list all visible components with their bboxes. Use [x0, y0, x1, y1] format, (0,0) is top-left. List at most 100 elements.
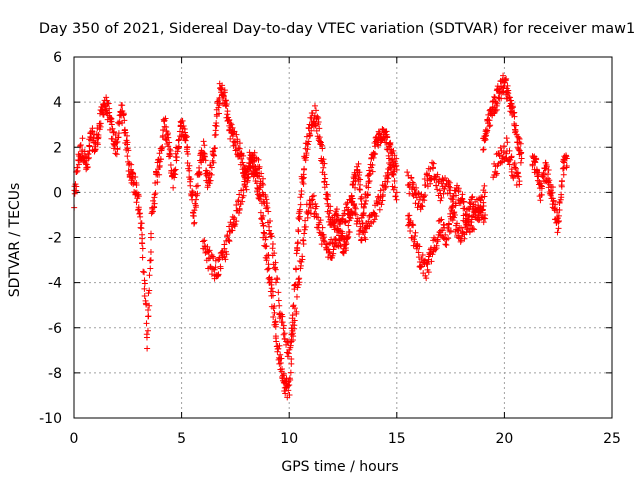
data-point [186, 167, 193, 174]
data-point [486, 123, 493, 130]
data-point [136, 210, 143, 217]
data-point [193, 192, 200, 199]
data-point [222, 102, 229, 109]
data-point [303, 133, 310, 140]
data-point [160, 127, 167, 134]
data-point [86, 147, 93, 154]
data-point [322, 175, 329, 182]
data-point [229, 227, 236, 234]
data-point [355, 160, 362, 167]
data-point [222, 256, 229, 263]
data-point [74, 164, 81, 171]
data-point [393, 196, 400, 203]
data-point [128, 161, 135, 168]
data-point [482, 189, 489, 196]
data-point [339, 249, 346, 256]
y-tick-label: -2 [48, 231, 62, 247]
data-point [265, 208, 272, 215]
data-point [391, 152, 398, 159]
data-point [469, 193, 476, 200]
data-point [538, 191, 545, 198]
data-point [121, 127, 128, 134]
data-point [159, 132, 166, 139]
data-point [346, 229, 353, 236]
data-point [107, 126, 114, 133]
data-point [438, 216, 445, 223]
data-point [452, 200, 459, 207]
data-point [289, 312, 296, 319]
data-point [415, 200, 422, 207]
data-point [518, 155, 525, 162]
data-point [85, 150, 92, 157]
data-point [344, 199, 351, 206]
data-point [556, 206, 563, 213]
data-point [385, 175, 392, 182]
data-point [259, 180, 266, 187]
data-point [493, 99, 500, 106]
data-point [263, 196, 270, 203]
data-point [439, 227, 446, 234]
data-point [434, 186, 441, 193]
data-point [480, 215, 487, 222]
data-point [113, 139, 120, 146]
data-point [429, 251, 436, 258]
data-point [348, 192, 355, 199]
data-point [517, 140, 524, 147]
data-point [184, 151, 191, 158]
data-point [558, 194, 565, 201]
data-point [503, 135, 510, 142]
data-point [375, 142, 382, 149]
data-point [144, 345, 151, 352]
data-point [369, 168, 376, 175]
data-point [300, 174, 307, 181]
data-point [145, 313, 152, 320]
data-point [487, 122, 494, 129]
data-point [279, 319, 286, 326]
y-tick-label: -6 [48, 321, 62, 337]
data-point [285, 387, 292, 394]
data-point [457, 238, 464, 245]
x-axis-label: GPS time / hours [281, 459, 398, 475]
data-point [286, 391, 293, 398]
data-point [393, 189, 400, 196]
data-point [516, 178, 523, 185]
grid-lines [74, 57, 612, 418]
data-point [455, 232, 462, 239]
data-point [119, 102, 126, 109]
data-point [272, 279, 279, 286]
data-point [260, 175, 267, 182]
data-point [390, 170, 397, 177]
data-point [286, 381, 293, 388]
data-point [175, 144, 182, 151]
data-point [342, 247, 349, 254]
data-point [301, 166, 308, 173]
data-point [236, 205, 243, 212]
data-point [167, 153, 174, 160]
data-point [465, 217, 472, 224]
data-point [318, 141, 325, 148]
data-point [156, 164, 163, 171]
data-point [243, 168, 250, 175]
data-point [446, 228, 453, 235]
data-point [321, 160, 328, 167]
data-point [362, 200, 369, 207]
data-point [369, 161, 376, 168]
data-point [296, 216, 303, 223]
data-point [433, 182, 440, 189]
data-point [309, 196, 316, 203]
data-point [139, 235, 146, 242]
data-point [378, 201, 385, 208]
y-tick-label: 6 [53, 50, 62, 66]
data-point [276, 342, 283, 349]
data-point [94, 135, 101, 142]
data-point [360, 209, 367, 216]
data-point [467, 222, 474, 229]
data-point [549, 189, 556, 196]
data-point [428, 176, 435, 183]
data-point [147, 248, 154, 255]
axis-ticks: 0 5 10 15 20 25 -10 -8 -6 -4 -2 0 2 4 6 [39, 50, 621, 447]
data-point [275, 289, 282, 296]
data-point [554, 229, 561, 236]
data-point [390, 147, 397, 154]
